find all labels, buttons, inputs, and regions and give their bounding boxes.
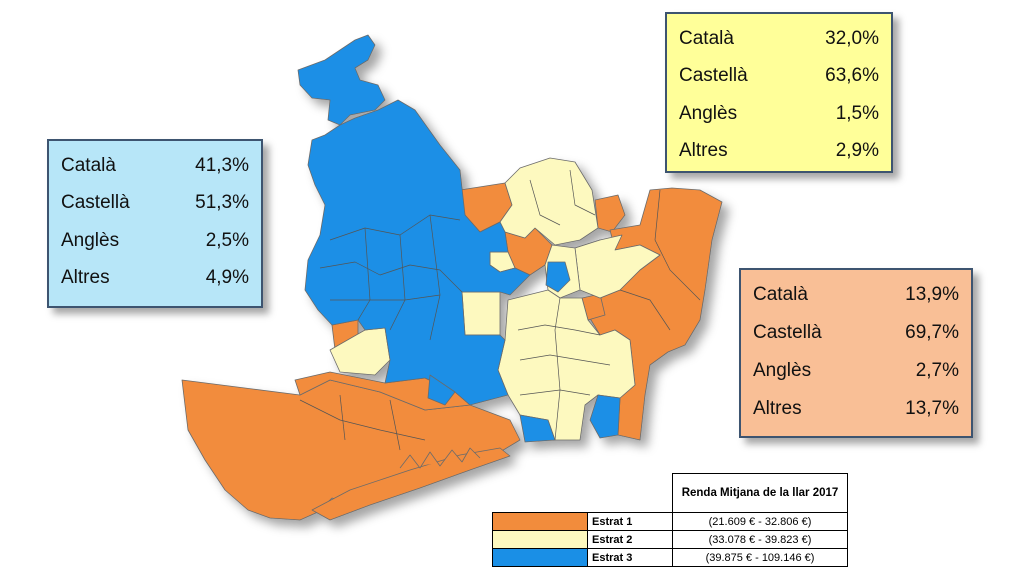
language-label: Català xyxy=(753,284,808,305)
language-percent: 69,7% xyxy=(905,322,959,343)
language-label: Altres xyxy=(679,140,728,162)
language-label: Anglès xyxy=(61,229,120,251)
estrat-3-regions xyxy=(297,34,621,443)
legend-swatch-estrat-3 xyxy=(492,548,588,567)
stat-row: Anglès 2,7% xyxy=(753,352,959,390)
stat-box-estrat-2: Català 32,0% Castellà 63,6% Anglès 1,5% Alt… xyxy=(665,12,893,173)
language-label: Castellà xyxy=(753,322,822,343)
stat-row: Català 32,0% xyxy=(679,20,879,58)
stat-row: Castellà 51,3% xyxy=(61,185,249,223)
stat-row: Anglès 2,5% xyxy=(61,222,249,260)
legend-range: (21.609 € - 32.806 €) xyxy=(672,512,848,531)
language-label: Anglès xyxy=(753,360,812,381)
language-percent: 2,9% xyxy=(835,140,879,162)
legend-row: Estrat 1 (21.609 € - 32.806 €) xyxy=(492,512,848,531)
legend-range: (33.078 € - 39.823 €) xyxy=(672,530,848,549)
language-percent: 2,5% xyxy=(205,229,249,251)
legend-range: (39.875 € - 109.146 €) xyxy=(672,548,848,567)
stat-row: Anglès 1,5% xyxy=(679,95,879,133)
legend-row: Estrat 3 (39.875 € - 109.146 €) xyxy=(492,548,848,567)
stat-row: Castellà 69,7% xyxy=(753,314,959,352)
language-percent: 2,7% xyxy=(915,360,959,381)
legend-label: Estrat 2 xyxy=(587,530,673,549)
income-legend: Renda Mitjana de la llar 2017 Estrat 1 (… xyxy=(492,473,848,567)
stat-row: Altres 4,9% xyxy=(61,260,249,298)
legend-swatch-estrat-2 xyxy=(492,530,588,549)
language-label: Castellà xyxy=(61,192,130,214)
stat-row: Altres 13,7% xyxy=(753,390,959,428)
legend-row: Estrat 2 (33.078 € - 39.823 €) xyxy=(492,530,848,549)
legend-label: Estrat 3 xyxy=(587,548,673,567)
language-percent: 51,3% xyxy=(195,192,249,214)
language-percent: 41,3% xyxy=(195,154,249,176)
district-boundaries xyxy=(299,169,701,451)
language-label: Català xyxy=(61,154,116,176)
stat-row: Català 13,9% xyxy=(753,276,959,314)
stat-box-estrat-3: Català 41,3% Castellà 51,3% Anglès 2,5% Alt… xyxy=(47,139,263,308)
stat-row: Castellà 63,6% xyxy=(679,58,879,96)
language-percent: 63,6% xyxy=(825,65,879,87)
language-percent: 4,9% xyxy=(205,267,249,289)
language-label: Català xyxy=(679,27,734,49)
stat-row: Altres 2,9% xyxy=(679,133,879,171)
language-percent: 32,0% xyxy=(825,27,879,49)
stat-row: Català 41,3% xyxy=(61,147,249,185)
language-label: Anglès xyxy=(679,102,738,124)
legend-label: Estrat 1 xyxy=(587,512,673,531)
language-label: Altres xyxy=(61,267,110,289)
language-label: Castellà xyxy=(679,65,748,87)
legend-title: Renda Mitjana de la llar 2017 xyxy=(672,473,848,513)
language-label: Altres xyxy=(753,398,802,419)
port-area xyxy=(311,447,511,521)
language-percent: 1,5% xyxy=(835,102,879,124)
stat-box-estrat-1: Català 13,9% Castellà 69,7% Anglès 2,7% Alt… xyxy=(739,268,973,438)
legend-swatch-estrat-1 xyxy=(492,512,588,531)
language-percent: 13,9% xyxy=(905,284,959,305)
language-percent: 13,7% xyxy=(905,398,959,419)
